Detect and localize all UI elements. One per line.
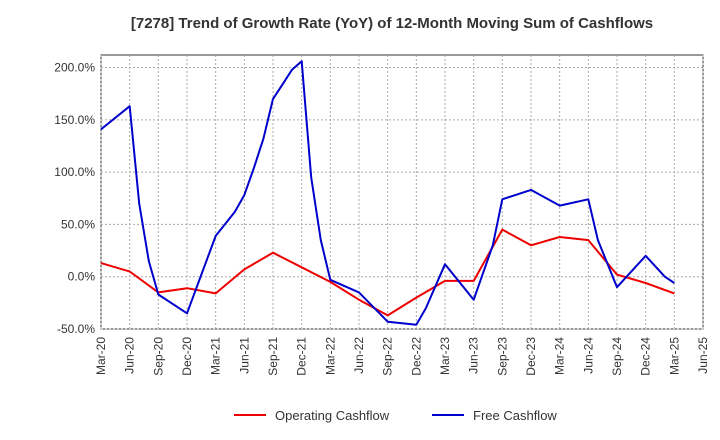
legend-label: Operating Cashflow: [275, 408, 390, 423]
series-lines: [100, 60, 675, 326]
x-tick-label: Mar-22: [323, 337, 337, 375]
x-tick-label: Mar-21: [209, 337, 223, 375]
x-tick-label: Dec-20: [180, 337, 194, 376]
y-tick-label: 150.0%: [54, 113, 95, 127]
x-tick-label: Mar-25: [667, 337, 681, 375]
x-tick-label: Sep-22: [381, 337, 395, 376]
x-tick-label: Dec-22: [409, 337, 423, 376]
x-tick-label: Sep-20: [151, 337, 165, 376]
y-tick-label: 0.0%: [68, 270, 96, 284]
series-line-free-cashflow: [100, 60, 675, 326]
x-tick-label: Jun-24: [581, 337, 595, 374]
y-tick-label: 50.0%: [61, 217, 95, 231]
x-axis-tick-labels: Mar-20 Jun-20 Sep-20 Dec-20 Mar-21 Jun-21 Sep-…: [94, 337, 710, 376]
x-tick-label: Mar-20: [94, 337, 108, 375]
legend-label: Free Cashflow: [473, 408, 557, 423]
x-tick-label: Jun-21: [237, 337, 251, 374]
x-tick-label: Mar-24: [553, 337, 567, 375]
y-tick-label: 200.0%: [54, 61, 95, 75]
legend: Operating Cashflow Free Cashflow: [234, 408, 557, 423]
x-tick-label: Dec-21: [295, 337, 309, 376]
chart-title: [7278] Trend of Growth Rate (YoY) of 12-…: [131, 15, 653, 32]
x-tick-label: Sep-21: [266, 337, 280, 376]
vertical-gridlines: [100, 55, 704, 329]
y-tick-label: -50.0%: [57, 322, 95, 336]
x-tick-label: Sep-24: [610, 337, 624, 376]
x-tick-label: Jun-25: [696, 337, 710, 374]
x-tick-label: Jun-20: [123, 337, 137, 374]
y-tick-label: 100.0%: [54, 165, 95, 179]
x-tick-label: Sep-23: [495, 337, 509, 376]
x-tick-label: Jun-22: [352, 337, 366, 374]
y-axis-tick-labels: 200.0% 150.0% 100.0% 50.0% 0.0% -50.0%: [54, 61, 95, 336]
x-tick-label: Dec-23: [524, 337, 538, 376]
x-tick-label: Jun-23: [467, 337, 481, 374]
x-tick-label: Mar-23: [438, 337, 452, 375]
plot-area: [100, 54, 704, 330]
x-tick-label: Dec-24: [639, 337, 653, 376]
